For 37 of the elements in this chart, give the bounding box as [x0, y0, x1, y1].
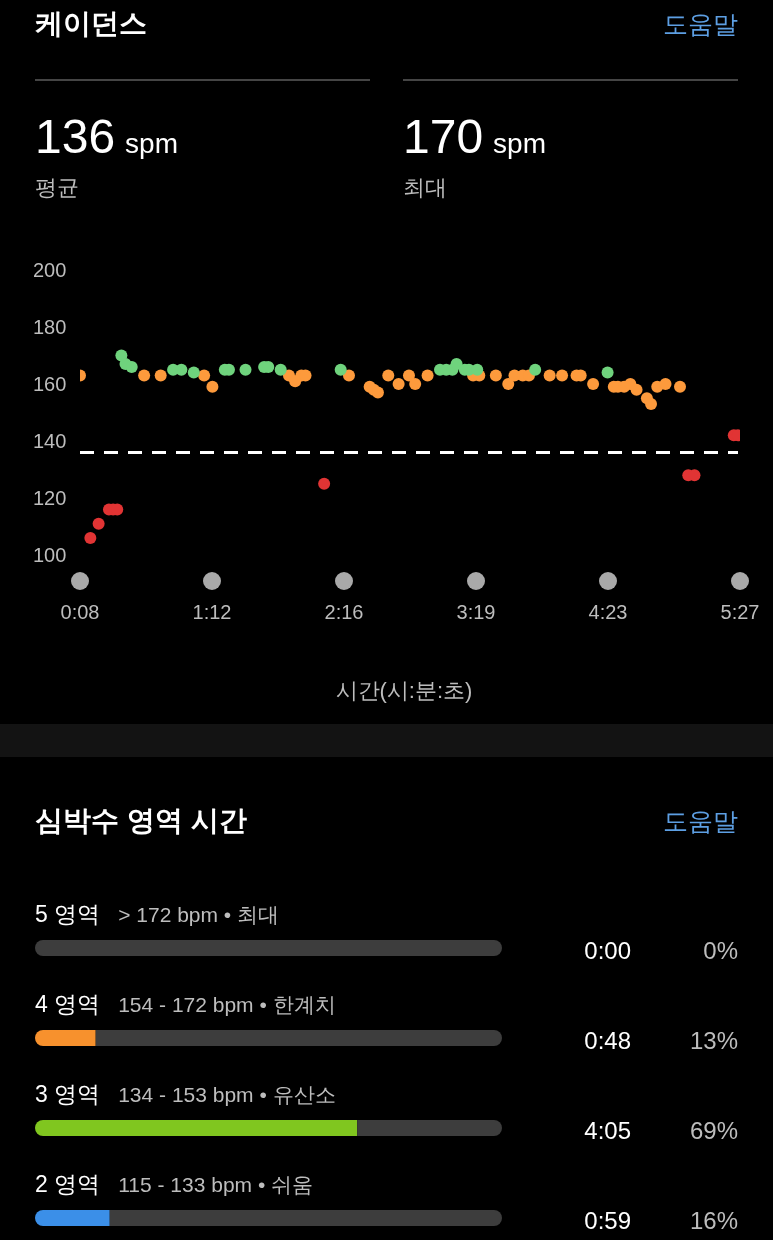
value-label: 69%	[689, 1116, 738, 1144]
x-tick-label: 2:16	[324, 601, 364, 623]
y-tick-label: 100	[33, 544, 67, 566]
x-tick-label: 1:12	[192, 601, 232, 623]
category-label: 4 영역	[35, 991, 101, 1017]
help-link: 도움말	[663, 10, 738, 38]
y-tick-label: 160	[33, 373, 67, 395]
value-label: 0%	[703, 936, 738, 964]
y-tick-label: 140	[33, 430, 67, 452]
zone-time: 4:05	[584, 1116, 631, 1144]
zone-range: > 172 bpm • 최대	[118, 903, 280, 926]
help-link: 도움말	[663, 807, 738, 835]
zone-range: 115 - 133 bpm • 쉬움	[118, 1173, 314, 1196]
x-tick-label: 3:19	[456, 601, 496, 623]
title: 심박수 영역 시간	[35, 805, 247, 836]
zone-time: 0:48	[584, 1026, 631, 1054]
zone-time: 0:59	[584, 1206, 631, 1234]
stat-label: 최대	[403, 175, 447, 200]
y-tick-label: 200	[33, 259, 67, 281]
zone-time: 0:00	[584, 936, 631, 964]
value-label: 16%	[689, 1206, 738, 1234]
zone-range: 134 - 153 bpm • 유산소	[118, 1083, 336, 1106]
y-tick-label: 120	[33, 487, 67, 509]
category-label: 3 영역	[35, 1081, 101, 1107]
stat-value: 136 spm	[35, 110, 178, 163]
x-tick-label: 5:27	[720, 601, 760, 623]
x-axis-title: 시간(시:분:초)	[335, 677, 473, 703]
x-tick-label: 0:08	[60, 601, 100, 623]
value-label: 13%	[689, 1026, 738, 1054]
stat-value: 170 spm	[403, 110, 546, 163]
y-tick-label: 180	[33, 316, 67, 338]
title: 케이던스	[35, 8, 147, 39]
zone-range: 154 - 172 bpm • 한계치	[118, 993, 336, 1016]
category-label: 5 영역	[35, 901, 101, 927]
category-label: 2 영역	[35, 1171, 101, 1197]
stat-label: 평균	[35, 175, 79, 200]
x-tick-label: 4:23	[588, 601, 628, 623]
